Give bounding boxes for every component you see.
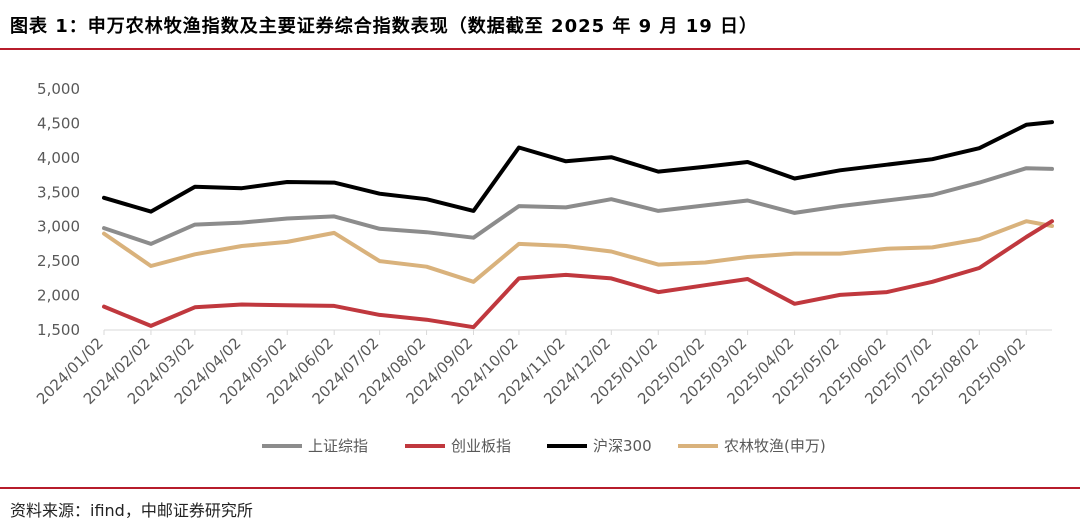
series-line: [102, 219, 1054, 330]
source-note: 资料来源：ifind，中邮证券研究所: [10, 501, 253, 520]
series-line: [102, 120, 1054, 214]
line-chart: 1,500 2,000 2,500 3,000 3,500 4,000 4,500 5,000…: [33, 80, 1054, 455]
series-lines: [102, 120, 1054, 330]
y-tick-label: 1,500: [37, 321, 80, 339]
y-tick-label: 5,000: [37, 80, 80, 98]
legend-label: 沪深300: [593, 437, 652, 455]
series-line: [102, 219, 1054, 284]
legend-label: 创业板指: [451, 437, 511, 455]
y-tick-label: 3,000: [37, 218, 80, 236]
legend-label: 农林牧渔(申万): [724, 437, 826, 455]
y-tick-label: 2,500: [37, 252, 80, 270]
bottom-rule: [0, 487, 1080, 489]
legend-label: 上证综指: [308, 437, 368, 455]
y-tick-label: 4,500: [37, 114, 80, 132]
series-line: [102, 166, 1054, 246]
y-axis: 1,500 2,000 2,500 3,000 3,500 4,000 4,500 5,000: [37, 80, 80, 339]
chart-area: 1,500 2,000 2,500 3,000 3,500 4,000 4,500 5,000…: [0, 50, 1080, 487]
title-bar: 图表 1：申万农林牧渔指数及主要证券综合指数表现（数据截至 2025 年 9 月…: [0, 0, 1080, 50]
y-tick-label: 3,500: [37, 183, 80, 201]
y-tick-label: 2,000: [37, 287, 80, 305]
top-rule: [0, 48, 1080, 50]
x-axis: 2024/01/022024/02/022024/03/022024/04/02…: [33, 330, 1029, 408]
legend: 上证综指 创业板指 沪深300 农林牧渔(申万): [262, 437, 826, 455]
chart-title: 图表 1：申万农林牧渔指数及主要证券综合指数表现（数据截至 2025 年 9 月…: [10, 16, 759, 37]
y-tick-label: 4,000: [37, 149, 80, 167]
